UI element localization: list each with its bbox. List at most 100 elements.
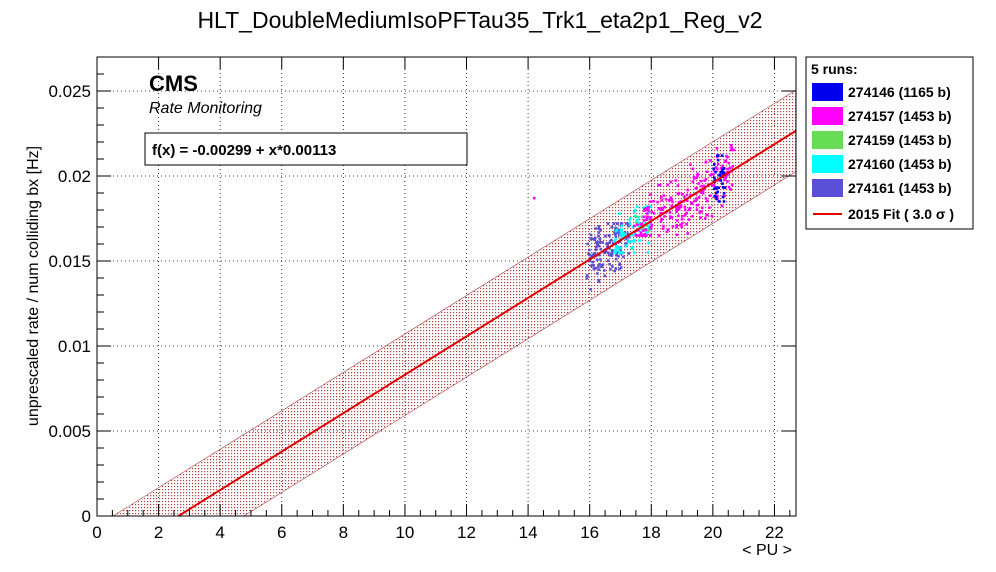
data-point [620,234,624,238]
data-point [635,221,639,225]
data-point [614,233,617,237]
data-point [706,213,709,217]
data-point [614,229,618,233]
data-point [597,268,601,271]
data-point [599,247,603,251]
data-point [592,237,596,241]
data-point [679,204,683,208]
fit-formula: f(x) = -0.00299 + x*0.00113 [152,142,336,159]
data-point [676,184,680,187]
data-point [685,193,689,197]
data-point [586,242,590,246]
data-point [624,244,628,248]
data-point [591,253,595,257]
x-axis-label: < PU > [742,542,792,559]
data-point [613,240,617,243]
data-point [637,224,641,228]
data-point [705,170,709,174]
legend-swatch [812,107,843,125]
data-point [592,264,595,267]
data-point [627,252,630,255]
data-point [632,238,636,242]
data-point [711,184,714,187]
y-tick-label: 0 [82,507,91,526]
data-point [618,267,621,271]
data-point [619,251,623,254]
data-point [616,222,619,225]
data-point [620,229,623,233]
data-point [613,251,617,254]
data-point [588,248,591,252]
data-point [617,246,620,249]
data-point [606,251,610,255]
data-point [671,225,675,228]
data-point [670,204,673,208]
data-point [697,182,700,185]
data-point [715,167,719,171]
data-point [698,211,702,214]
data-point [678,204,681,208]
fit-line-group [177,129,797,517]
fit-formula-box [144,132,468,166]
data-point [685,211,688,215]
data-point [609,268,612,271]
data-point [608,234,611,237]
data-point [622,232,625,235]
data-point [592,267,596,271]
outlier-point [532,196,536,200]
data-point [691,215,694,218]
data-point [622,255,625,259]
legend-fit-label: 2015 Fit ( 3.0 σ ) [848,206,954,222]
data-point [625,222,628,225]
data-point [595,258,599,262]
data-point [715,197,718,201]
data-point [631,233,635,237]
data-point [646,224,649,227]
data-point [624,234,627,237]
data-point [689,193,692,197]
data-point [621,251,625,254]
data-point [649,193,652,196]
data-point [597,227,601,230]
data-point [675,233,679,237]
data-point [649,216,653,219]
data-point [666,183,669,187]
data-point [714,187,718,190]
fit-band [112,89,796,516]
data-point [722,191,726,195]
data-point [649,234,652,237]
data-point [659,211,662,215]
data-point [700,184,703,188]
data-point [694,187,698,190]
data-point [645,218,649,221]
rate-monitoring-label: Rate Monitoring [149,100,262,117]
data-point [610,225,614,229]
x-tick-label: 16 [580,523,599,542]
data-point [606,222,610,225]
data-point [661,227,665,231]
data-point [617,228,620,232]
data-point [631,225,635,229]
data-point [639,222,643,226]
data-point [724,176,727,180]
data-point [685,222,688,226]
x-tick-label: 8 [339,523,348,542]
data-point [697,196,701,199]
data-point [645,205,649,208]
data-point [619,222,623,225]
data-point [615,252,618,256]
legend-label: 274161 (1453 b) [848,180,952,196]
data-point [658,183,662,187]
data-point [635,205,639,208]
data-point [642,219,646,222]
data-point [663,205,667,209]
data-point [643,232,647,236]
data-point [718,173,722,177]
data-point [677,214,680,218]
data-point [679,223,682,227]
data-point [715,191,718,195]
data-point [649,200,652,203]
data-point [597,234,600,238]
data-point [675,205,679,209]
data-point [608,241,612,244]
